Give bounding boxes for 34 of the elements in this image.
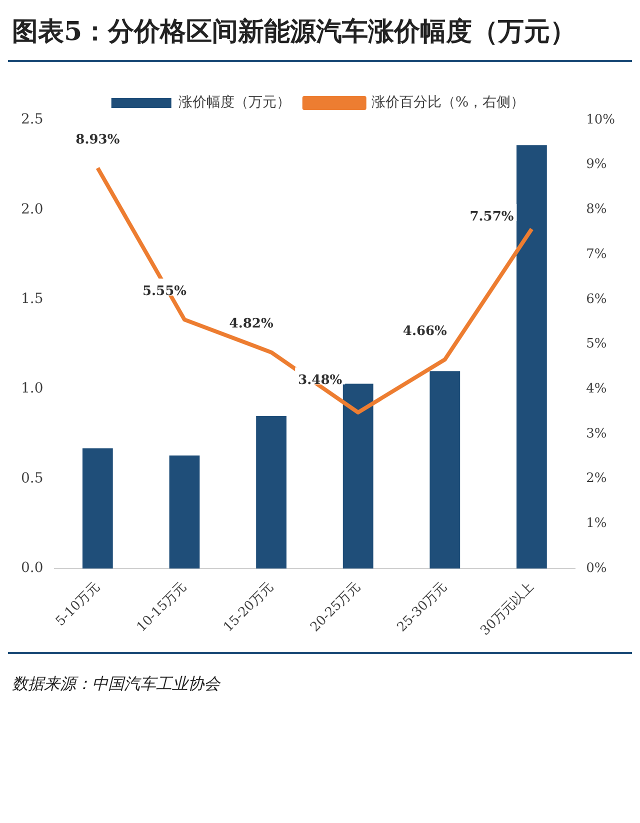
y2-tick-label: 7% — [586, 246, 607, 262]
y2-tick-label: 6% — [586, 292, 607, 307]
legend-label: 涨价幅度（万元） — [178, 94, 290, 111]
bar — [430, 371, 460, 569]
data-label: 4.82% — [229, 316, 274, 332]
bar — [342, 384, 374, 569]
legend-label: 涨价百分比（%，右侧） — [371, 94, 525, 111]
y2-tick-label: 4% — [586, 381, 607, 396]
y-tick-label: 1.5 — [21, 291, 44, 308]
source-note: 数据来源：中国汽车工业协会 — [11, 673, 222, 695]
y2-tick-label: 1% — [586, 516, 607, 532]
y2-tick-label: 10% — [586, 112, 616, 128]
data-label: 3.48% — [298, 372, 343, 388]
y2-tick-label: 0% — [586, 560, 607, 576]
data-label: 5.55% — [142, 284, 188, 299]
data-label: 4.66% — [402, 324, 448, 339]
y-tick-label: 0.5 — [21, 470, 44, 486]
bar — [256, 416, 286, 569]
y-tick-label: 0.0 — [21, 560, 44, 576]
bar — [82, 448, 113, 569]
y2-tick-label: 9% — [586, 157, 607, 172]
x-tick-label: 30万元以上 — [478, 580, 537, 639]
y2-tick-label: 3% — [586, 426, 607, 442]
chart-title: 图表5：分价格区间新能源汽车涨价幅度（万元） — [11, 16, 578, 49]
y-tick-label: 1.0 — [21, 380, 44, 397]
bar — [169, 455, 200, 569]
y2-tick-label: 5% — [586, 336, 607, 352]
y2-tick-label: 2% — [586, 471, 607, 486]
data-label: 7.57% — [470, 209, 514, 224]
y-tick-label: 2.0 — [21, 201, 44, 218]
bar — [516, 145, 547, 569]
y-tick-label: 2.5 — [21, 112, 44, 128]
y2-tick-label: 8% — [586, 202, 607, 218]
data-label: 8.93% — [76, 132, 120, 148]
